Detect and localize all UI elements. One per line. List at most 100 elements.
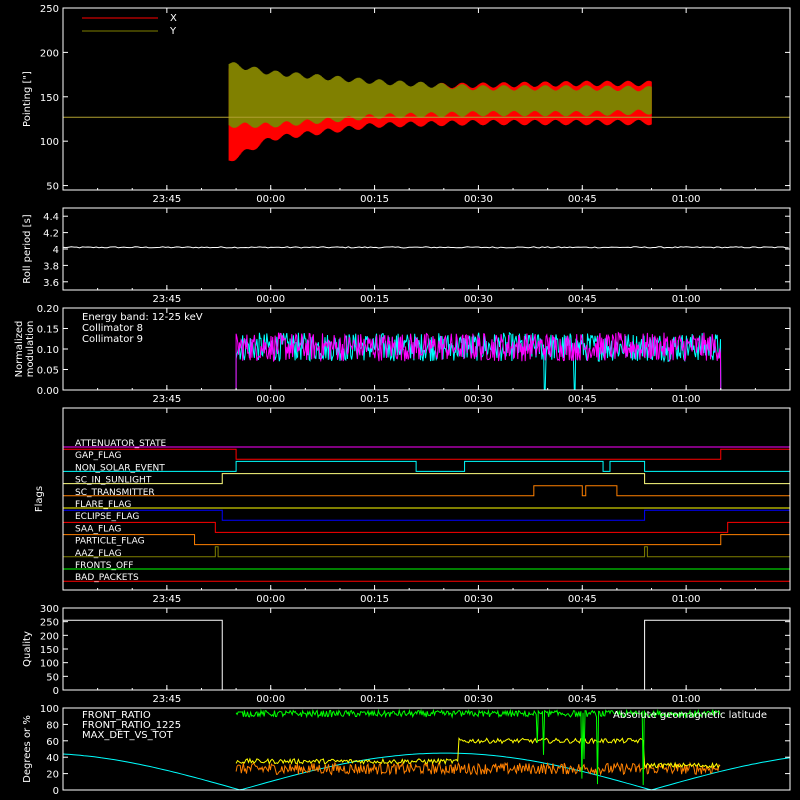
y-axis-label: Pointing ["] <box>22 71 33 127</box>
legend-label: Collimator 8 <box>82 323 143 334</box>
flag-line-particle-flag <box>63 534 790 546</box>
flag-label: SC_IN_SUNLIGHT <box>75 476 152 486</box>
series-collimator-8-line <box>63 331 790 391</box>
y-tick-label: 40 <box>46 753 59 764</box>
plot-frame <box>62 707 791 791</box>
x-tick-label: 00:15 <box>360 194 389 205</box>
y-tick-label: 0.15 <box>37 325 59 336</box>
flag-label: GAP_FLAG <box>75 451 121 461</box>
geomag-latitude-line <box>62 752 791 791</box>
y-label-line: Normalized <box>14 321 25 378</box>
y-axis-label: Degrees or % <box>22 715 33 783</box>
y-tick-label: 0.10 <box>37 345 59 356</box>
y-tick-label: 50 <box>46 182 59 193</box>
x-tick-label: 00:45 <box>568 694 597 705</box>
y-axis-label: Quality <box>22 631 33 667</box>
roll-period-panel: 23:45 00:00 00:15 00:30 00:45 01:00 3.6 3.8 4 4.2… <box>22 207 791 305</box>
x-tick-label: 01:00 <box>672 294 701 305</box>
legend-label: Energy band: 12-25 keV <box>82 312 203 323</box>
flag-line-sc-transmitter <box>63 485 790 497</box>
flag-label: BAD_PACKETS <box>75 573 139 583</box>
y-tick-label: 3.6 <box>43 278 59 289</box>
series-collimator-9-line <box>63 331 790 391</box>
flag-line-sc-in-sunlight <box>63 473 790 485</box>
x-tick-label: 00:30 <box>464 194 493 205</box>
legend-label: FRONT_RATIO_1225 <box>82 720 181 731</box>
y-tick-label: 4.2 <box>43 229 59 240</box>
y-tick-label: 0 <box>53 686 59 697</box>
annotation-label: Absolute geomagnetic latitude <box>613 710 767 721</box>
x-tick-label: 00:30 <box>464 694 493 705</box>
x-tick-label: 00:15 <box>360 694 389 705</box>
x-tick-label: 00:15 <box>360 294 389 305</box>
y-axis-label: Flags <box>34 486 45 512</box>
flag-label: FLARE_FLAG <box>75 500 131 510</box>
y-axis-label: Normalizedmodulation <box>14 321 36 378</box>
plot-frame <box>62 7 791 191</box>
x-tick-label: 00:30 <box>464 294 493 305</box>
flag-line-saa-flag <box>63 521 790 533</box>
flag-line-eclipse-flag <box>63 509 790 521</box>
x-tick-label: 23:45 <box>152 394 181 405</box>
max-det-vs-tot-line <box>235 761 721 777</box>
legend-label: MAX_DET_VS_TOT <box>82 730 174 741</box>
series-y-line <box>228 62 652 128</box>
y-tick-label: 100 <box>40 137 59 148</box>
pointing-panel: 23:45 00:00 00:15 00:30 00:45 01:00 50 100 150 20… <box>22 4 791 205</box>
flags-panel: ATTENUATOR_STATE GAP_FLAG NON_SOLAR_EVENT S… <box>34 407 791 605</box>
flag-label: PARTICLE_FLAG <box>75 537 145 547</box>
legend-label: Collimator 9 <box>82 334 143 345</box>
x-tick-label: 23:45 <box>152 594 181 605</box>
x-tick-label: 00:45 <box>568 194 597 205</box>
y-tick-label: 300 <box>40 604 59 615</box>
flag-label: FRONTS_OFF <box>75 561 133 571</box>
x-tick-label: 00:45 <box>568 294 597 305</box>
flag-label: SAA_FLAG <box>75 524 121 534</box>
y-tick-label: 100 <box>40 659 59 670</box>
flag-line-aaz-flag <box>63 546 790 558</box>
degrees-panel: 0 20 40 60 80 100 Degrees or % FRONT_RATIOFRONT… <box>22 704 791 797</box>
front-ratio-1225-line <box>235 708 721 786</box>
flag-label: ATTENUATOR_STATE <box>75 439 167 449</box>
legend-label: FRONT_RATIO <box>82 710 151 721</box>
flag-line-gap-flag <box>63 448 790 460</box>
x-tick-label: 01:00 <box>672 594 701 605</box>
flag-label: ECLIPSE_FLAG <box>75 512 139 522</box>
quality-line <box>63 619 790 691</box>
x-tick-label: 00:15 <box>360 594 389 605</box>
y-tick-label: 0.20 <box>37 304 59 315</box>
y-tick-label: 100 <box>40 704 59 715</box>
x-tick-label: 00:00 <box>256 294 285 305</box>
y-tick-label: 150 <box>40 645 59 656</box>
y-tick-label: 200 <box>40 48 59 59</box>
x-tick-label: 23:45 <box>152 294 181 305</box>
y-tick-label: 0.00 <box>37 386 59 397</box>
y-tick-label: 200 <box>40 631 59 642</box>
x-tick-label: 23:45 <box>152 194 181 205</box>
y-tick-label: 80 <box>46 720 59 731</box>
y-tick-label: 250 <box>40 4 59 15</box>
legend-label: X <box>170 13 177 24</box>
x-tick-label: 00:45 <box>568 394 597 405</box>
x-tick-label: 00:45 <box>568 594 597 605</box>
flag-label: SC_TRANSMITTER <box>75 488 155 498</box>
x-tick-label: 00:00 <box>256 594 285 605</box>
x-tick-label: 00:00 <box>256 694 285 705</box>
y-tick-label: 0.05 <box>37 366 59 377</box>
y-tick-label: 50 <box>46 672 59 683</box>
x-tick-label: 00:30 <box>464 594 493 605</box>
y-tick-label: 4 <box>53 245 59 256</box>
flag-line-non-solar-event <box>63 460 790 472</box>
x-tick-label: 00:00 <box>256 194 285 205</box>
x-tick-label: 01:00 <box>672 394 701 405</box>
x-tick-label: 01:00 <box>672 194 701 205</box>
x-tick-label: 00:00 <box>256 394 285 405</box>
y-label-line: modulation <box>25 321 36 378</box>
y-tick-label: 3.8 <box>43 261 59 272</box>
y-axis-label: Roll period [s] <box>22 214 33 283</box>
y-tick-label: 150 <box>40 93 59 104</box>
front-ratio-line <box>235 737 720 770</box>
x-tick-label: 23:45 <box>152 694 181 705</box>
flag-label: NON_SOLAR_EVENT <box>75 463 165 473</box>
